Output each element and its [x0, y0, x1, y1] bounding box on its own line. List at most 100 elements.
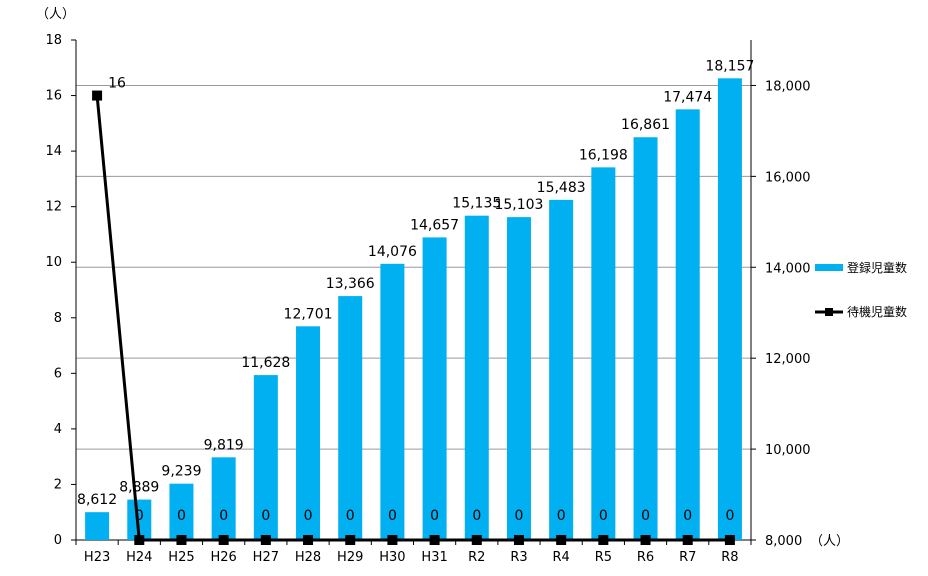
bar-data-label: 8,612: [77, 492, 117, 508]
line-marker: [513, 535, 524, 545]
x-axis-tick-label: R4: [553, 550, 570, 565]
bar-data-label: 9,239: [161, 464, 201, 480]
x-axis-tick-label: R8: [721, 550, 738, 565]
left-axis-tick-label: 16: [45, 89, 62, 104]
bar: [506, 217, 531, 541]
bar-data-label: 15,483: [537, 180, 586, 196]
bar-data-label: 9,819: [204, 437, 244, 453]
line-marker: [134, 535, 145, 545]
bar: [380, 263, 405, 540]
bar-data-label: 18,157: [705, 58, 754, 74]
legend-line-label: 待機児童数: [847, 304, 907, 319]
right-axis-tick-label: 12,000: [765, 352, 811, 367]
bar-data-label: 15,135: [452, 196, 501, 212]
bar: [85, 512, 110, 540]
bar: [296, 326, 321, 540]
bar: [211, 457, 236, 540]
bar-data-label: 15,103: [494, 197, 543, 213]
line-marker: [303, 535, 314, 545]
left-axis-tick-label: 4: [54, 422, 62, 437]
x-axis-tick-label: R2: [468, 550, 485, 565]
left-axis-tick-label: 12: [45, 200, 62, 215]
bar-data-label: 12,701: [284, 306, 333, 322]
bar: [549, 199, 574, 540]
left-axis-unit: （人）: [36, 7, 75, 22]
legend-bar-swatch: [815, 264, 843, 271]
line-data-label: 0: [261, 508, 270, 524]
right-axis-unit: （人）: [810, 534, 849, 549]
bar: [464, 215, 489, 540]
bar-data-label: 16,861: [621, 117, 670, 133]
x-axis-tick-label: H26: [210, 550, 236, 565]
right-axis-tick-label: 18,000: [765, 79, 811, 94]
bar-data-label: 11,628: [241, 355, 290, 371]
x-axis-tick-label: R3: [510, 550, 527, 565]
x-axis-tick-label: H25: [168, 550, 194, 565]
line-marker: [176, 535, 187, 545]
bar: [633, 137, 658, 540]
line-data-label: 16: [108, 76, 126, 92]
bar-data-label: 17,474: [663, 89, 712, 105]
x-axis-tick-label: H30: [379, 550, 405, 565]
bar-data-label: 8,889: [119, 480, 159, 496]
line-marker: [92, 90, 103, 101]
line-marker: [640, 535, 651, 545]
left-axis-tick-label: 14: [45, 144, 62, 159]
left-axis-tick-label: 2: [54, 477, 62, 492]
x-axis-tick-label: H31: [421, 550, 447, 565]
bar: [591, 167, 616, 540]
left-axis-tick-label: 18: [45, 33, 62, 48]
line-data-label: 0: [683, 508, 692, 524]
line-marker: [598, 535, 609, 545]
bar: [253, 375, 278, 540]
line-data-label: 0: [725, 508, 734, 524]
right-axis-tick-label: 16,000: [765, 170, 811, 185]
legend-line-marker: [825, 308, 833, 316]
left-axis-tick-label: 8: [54, 311, 62, 326]
left-axis-tick-label: 10: [45, 255, 62, 270]
line-data-label: 0: [135, 508, 144, 524]
line-data-label: 0: [177, 508, 186, 524]
line-series: [95, 95, 730, 542]
right-axis-tick-label: 10,000: [765, 443, 811, 458]
line-marker: [260, 535, 271, 545]
line-marker: [218, 535, 229, 545]
line-data-label: 0: [557, 508, 566, 524]
line-data-label: 0: [346, 508, 355, 524]
line-marker: [387, 535, 398, 545]
line-data-label: 0: [641, 508, 650, 524]
bar: [169, 483, 194, 540]
x-axis-tick-label: H27: [253, 550, 279, 565]
x-axis-tick-label: H29: [337, 550, 363, 565]
bar: [338, 296, 363, 540]
line-marker: [345, 535, 356, 545]
x-axis-tick-label: H28: [295, 550, 321, 565]
x-axis-tick-label: R7: [679, 550, 696, 565]
line-data-label: 0: [304, 508, 313, 524]
line-data-label: 0: [599, 508, 608, 524]
line-marker: [724, 535, 735, 545]
bar-data-label: 14,657: [410, 217, 459, 233]
bar: [675, 109, 700, 540]
line-data-label: 0: [515, 508, 524, 524]
line-marker: [471, 535, 482, 545]
x-axis-tick-label: H23: [84, 550, 110, 565]
line-data-label: 0: [219, 508, 228, 524]
x-axis-tick-label: H24: [126, 550, 152, 565]
left-axis-tick-label: 6: [54, 366, 62, 381]
right-axis-tick-label: 8,000: [765, 534, 802, 549]
left-axis-tick-label: 0: [54, 533, 62, 548]
x-axis-tick-label: R6: [637, 550, 654, 565]
line-data-label: 0: [430, 508, 439, 524]
bar: [717, 78, 742, 541]
x-axis-tick-label: R5: [595, 550, 612, 565]
bar-data-label: 16,198: [579, 147, 628, 163]
line-marker: [682, 535, 693, 545]
bar: [422, 237, 447, 540]
bar-data-label: 13,366: [326, 276, 375, 292]
line-data-label: 0: [472, 508, 481, 524]
